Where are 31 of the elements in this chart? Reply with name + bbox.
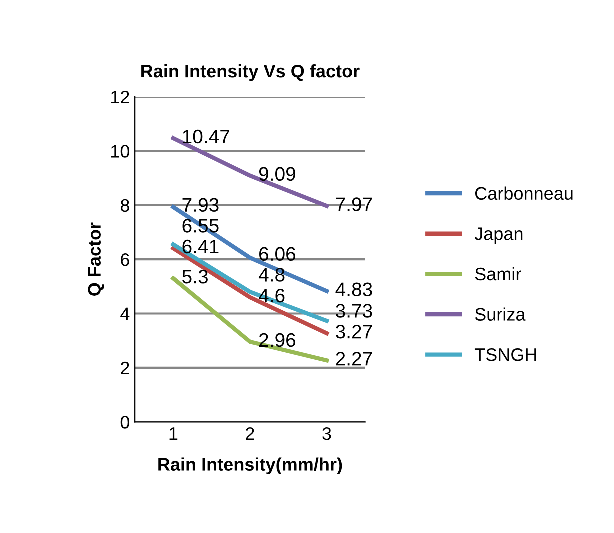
y-tick-label: 2	[121, 362, 130, 374]
y-tick-label: 10	[112, 145, 130, 158]
chart-title: Rain Intensity Vs Q factor	[142, 64, 360, 82]
data-label: 3.73	[336, 304, 372, 318]
data-label: 3.27	[336, 324, 372, 339]
data-label: 7.93	[182, 198, 219, 212]
y-tick-label: 6	[121, 254, 130, 266]
x-tick-label: 1	[170, 428, 178, 440]
y-tick-label: 12	[112, 90, 130, 104]
y-axis-title: Q Factor	[88, 222, 104, 296]
data-label: 4.83	[336, 282, 372, 296]
legend-label: Samir	[475, 267, 522, 281]
x-axis-title: Rain Intensity(mm/hr)	[158, 458, 342, 475]
legend-label: Carbonneau	[475, 186, 573, 200]
y-tick-label: 4	[120, 308, 130, 320]
data-label: 9.09	[259, 167, 296, 182]
legend-label: Japan	[474, 228, 523, 244]
data-label: 10.47	[183, 130, 230, 144]
x-tick-label: 2	[246, 427, 254, 440]
data-label: 6.06	[260, 247, 296, 262]
legend-label: Suriza	[475, 308, 526, 321]
data-label: 5.3	[182, 270, 208, 284]
y-tick-label: 0	[120, 416, 130, 429]
data-label: 7.97	[336, 198, 372, 212]
x-tick-label: 3	[322, 427, 332, 440]
data-label: 2.96	[260, 333, 296, 348]
data-label: 4.8	[258, 268, 285, 282]
data-label: 2.27	[336, 352, 372, 366]
data-label: 6.41	[182, 240, 219, 254]
y-tick-label: 8	[120, 199, 130, 212]
legend-label: TSNGH	[474, 348, 536, 362]
